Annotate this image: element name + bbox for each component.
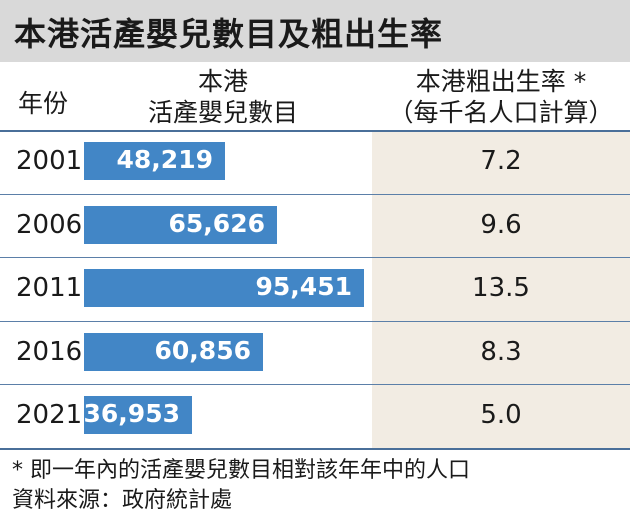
births-value-label: 60,856: [154, 335, 251, 365]
footnote: * 即一年內的活產嬰兒數目相對該年年中的人口 資料來源：政府統計處: [12, 456, 470, 516]
column-header-rate-line2: （每千名人口計算）: [388, 98, 614, 127]
year-label: 2016: [16, 336, 83, 367]
birth-rate-value: 13.5: [472, 273, 530, 304]
table-row: 2021 36,953 5.0: [0, 384, 630, 447]
row-divider: [0, 130, 630, 132]
births-value-label: 48,219: [116, 145, 213, 174]
table-row: 2001 48,219 7.2: [0, 130, 630, 193]
table-row: 2006 65,626 9.6: [0, 194, 630, 257]
footnote-definition: * 即一年內的活產嬰兒數目相對該年年中的人口: [12, 458, 470, 483]
column-header-births: 本港 活產嬰兒數目: [118, 66, 328, 128]
column-header-rate: 本港粗出生率 * （每千名人口計算）: [372, 66, 630, 128]
row-divider: [0, 257, 630, 259]
births-bar: 65,626: [84, 205, 277, 244]
column-header-year: 年份: [18, 89, 69, 118]
row-divider: [0, 193, 630, 195]
footnote-source: 資料來源：政府統計處: [12, 488, 233, 513]
year-label: 2001: [16, 146, 83, 176]
column-header-births-line2: 活產嬰兒數目: [147, 98, 298, 127]
births-value-label: 65,626: [168, 208, 265, 238]
births-bar: 95,451: [84, 269, 364, 308]
birth-rate-value: 5.0: [480, 400, 522, 431]
table-row: 2011 95,451 13.5: [0, 257, 630, 320]
chart-title: 本港活產嬰兒數目及粗出生率: [14, 15, 444, 53]
row-divider: [0, 384, 630, 386]
births-bar: 48,219: [84, 142, 225, 180]
year-label: 2021: [16, 400, 83, 431]
birth-rate-value: 7.2: [480, 146, 522, 176]
table-row: 2016 60,856 8.3: [0, 321, 630, 384]
title-bar: [0, 0, 630, 62]
birth-rate-value: 9.6: [480, 209, 522, 240]
rate-column-background: [372, 130, 630, 448]
births-value-label: 95,451: [255, 272, 352, 302]
year-label: 2011: [16, 273, 83, 304]
row-divider: [0, 448, 630, 450]
column-header-births-line1: 本港: [197, 67, 248, 96]
births-value-label: 36,953: [83, 399, 180, 429]
births-bar: 60,856: [84, 332, 263, 371]
birth-rate-value: 8.3: [480, 336, 522, 367]
column-header-rate-line1: 本港粗出生率 *: [415, 67, 587, 96]
row-divider: [0, 320, 630, 322]
births-bar: 36,953: [83, 396, 192, 435]
year-label: 2006: [16, 209, 83, 240]
